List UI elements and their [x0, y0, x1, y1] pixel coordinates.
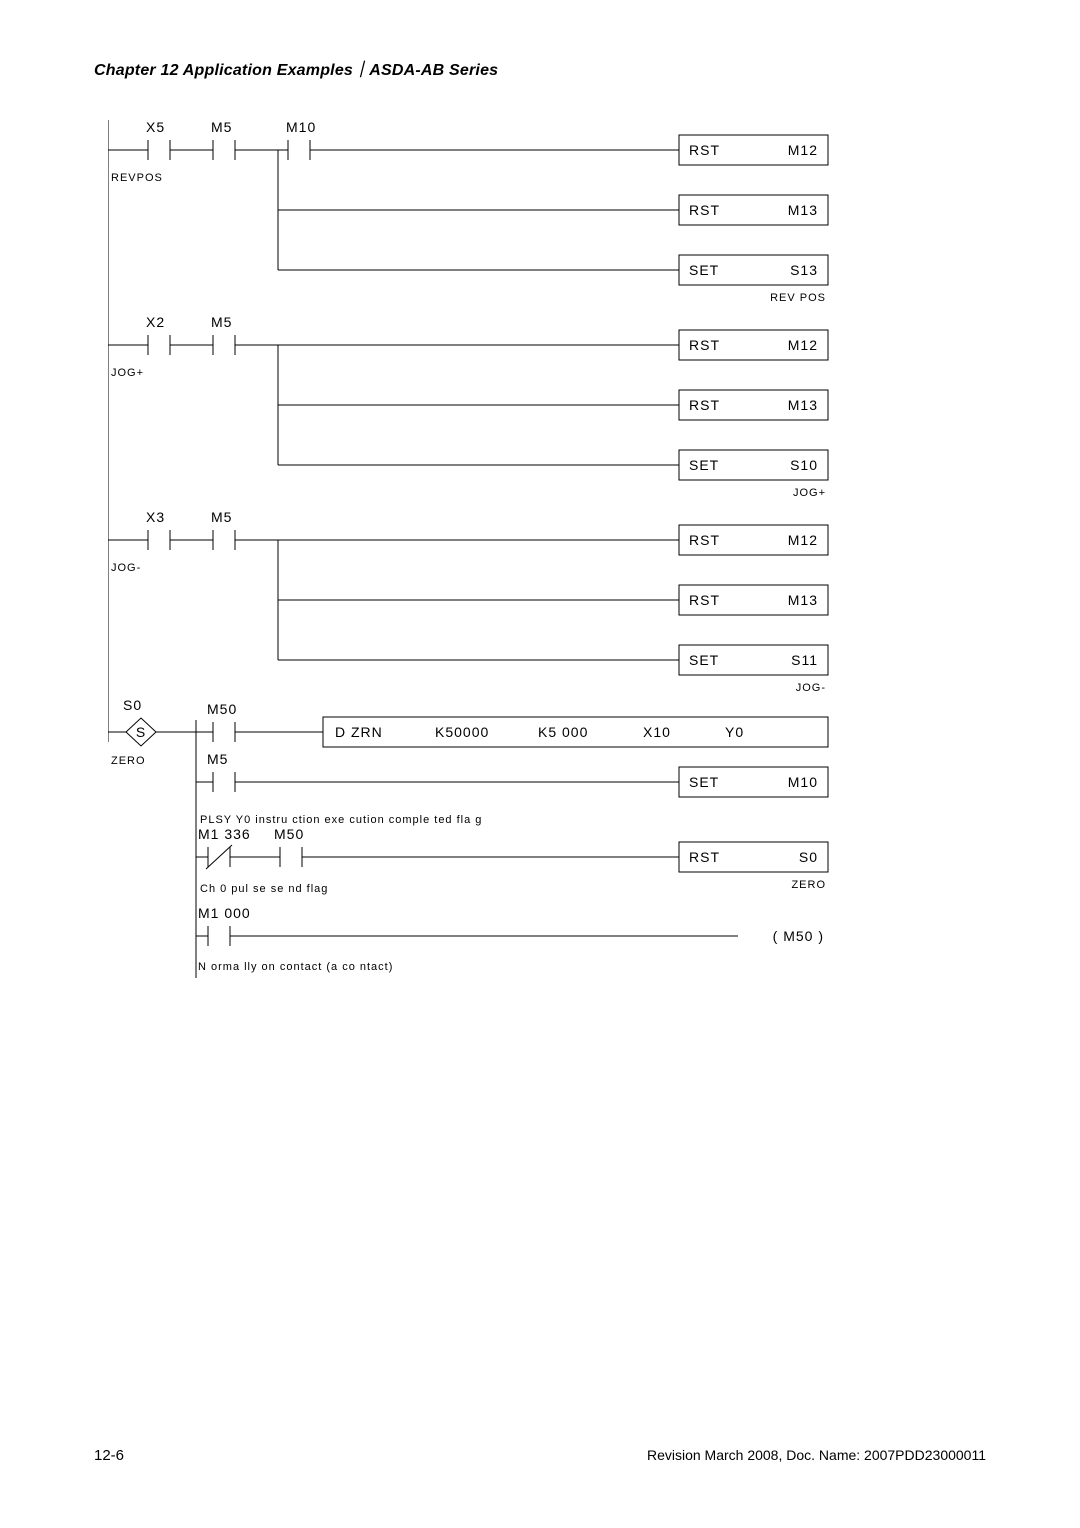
- svg-text:SET: SET: [689, 262, 719, 278]
- svg-text:RST: RST: [689, 142, 720, 158]
- svg-text:X5: X5: [146, 119, 165, 135]
- svg-text:M12: M12: [788, 532, 818, 548]
- svg-text:M5: M5: [211, 314, 232, 330]
- svg-text:RST: RST: [689, 592, 720, 608]
- svg-text:JOG+: JOG+: [793, 487, 826, 499]
- svg-text:RST: RST: [689, 532, 720, 548]
- svg-text:M50: M50: [207, 701, 237, 717]
- svg-text:PLSY Y0 instru ction exe cutio: PLSY Y0 instru ction exe cution comple t…: [200, 814, 482, 826]
- svg-text:RST: RST: [689, 397, 720, 413]
- svg-text:N orma lly on contact (a co nt: N orma lly on contact (a co ntact): [198, 961, 393, 973]
- svg-text:M5: M5: [207, 751, 228, 767]
- svg-text:REV POS: REV POS: [770, 292, 826, 304]
- svg-text:M5: M5: [211, 509, 232, 525]
- svg-text:S11: S11: [791, 652, 818, 668]
- svg-text:M12: M12: [788, 142, 818, 158]
- svg-text:RST: RST: [689, 849, 720, 865]
- page-header: Chapter 12 Application Examples｜ASDA-AB …: [94, 56, 986, 80]
- svg-text:RST: RST: [689, 337, 720, 353]
- svg-text:M10: M10: [286, 119, 316, 135]
- svg-text:M1 000: M1 000: [198, 905, 251, 921]
- svg-text:M13: M13: [788, 202, 818, 218]
- svg-text:S0: S0: [799, 849, 818, 865]
- svg-text:JOG-: JOG-: [796, 682, 826, 694]
- svg-text:SET: SET: [689, 652, 719, 668]
- svg-text:K5 000: K5 000: [538, 724, 588, 740]
- svg-text:ZERO: ZERO: [111, 755, 146, 767]
- svg-text:M12: M12: [788, 337, 818, 353]
- page-number: 12-6: [94, 1447, 124, 1464]
- svg-text:S13: S13: [790, 262, 818, 278]
- svg-text:RST: RST: [689, 202, 720, 218]
- svg-text:SET: SET: [689, 774, 719, 790]
- svg-text:S: S: [136, 724, 146, 740]
- svg-text:Ch 0 pul se se nd flag: Ch 0 pul se se nd flag: [200, 883, 328, 895]
- svg-text:M10: M10: [788, 774, 818, 790]
- svg-text:K50000: K50000: [435, 724, 489, 740]
- ladder-diagram: X5 M5 M10 RST M12 RST M13 SET S13 REV POS REVPOS X2…: [108, 112, 828, 992]
- svg-text:D ZRN: D ZRN: [335, 724, 383, 740]
- svg-text:X10: X10: [643, 724, 671, 740]
- svg-text:M1 336: M1 336: [198, 826, 251, 842]
- svg-text:SET: SET: [689, 457, 719, 473]
- svg-text:S0: S0: [123, 697, 142, 713]
- svg-text:S10: S10: [790, 457, 818, 473]
- svg-text:Y0: Y0: [725, 724, 744, 740]
- svg-text:JOG-: JOG-: [111, 562, 141, 574]
- svg-text:M13: M13: [788, 592, 818, 608]
- svg-text:JOG+: JOG+: [111, 367, 144, 379]
- svg-text:X2: X2: [146, 314, 165, 330]
- svg-text:M13: M13: [788, 397, 818, 413]
- revision-text: Revision March 2008, Doc. Name: 2007PDD2…: [647, 1447, 986, 1464]
- svg-text:X3: X3: [146, 509, 165, 525]
- svg-text:REVPOS: REVPOS: [111, 172, 163, 184]
- svg-text:ZERO: ZERO: [791, 879, 826, 891]
- svg-text:M50: M50: [274, 826, 304, 842]
- svg-text:M5: M5: [211, 119, 232, 135]
- svg-text:( M50 ): ( M50 ): [773, 928, 824, 944]
